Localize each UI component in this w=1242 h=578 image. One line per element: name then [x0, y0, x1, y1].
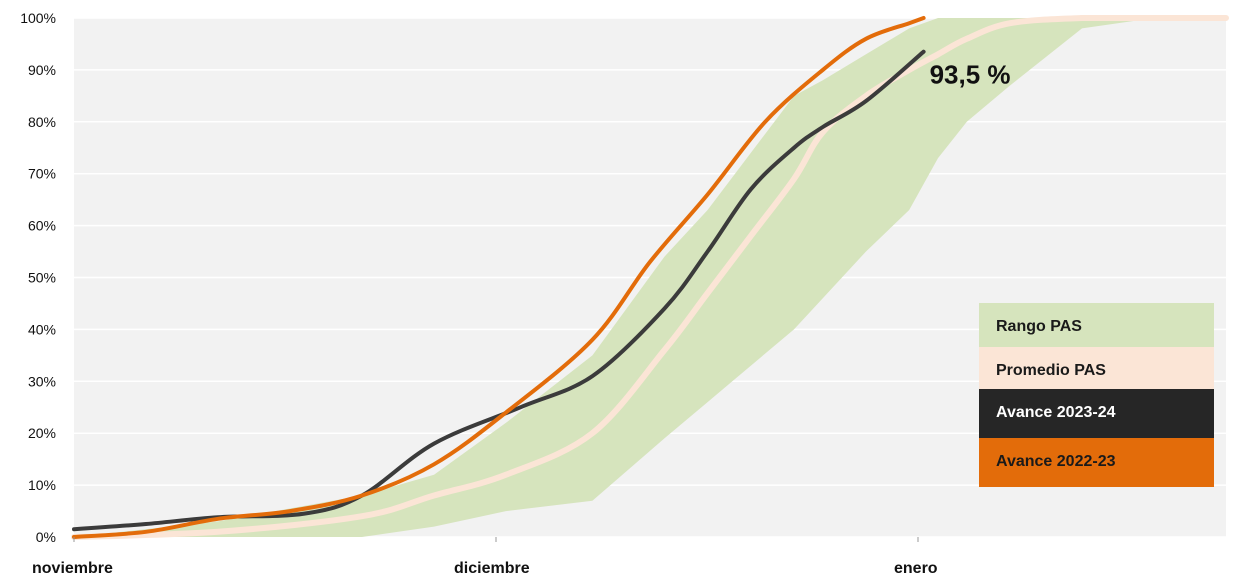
legend-swatch: [979, 438, 1214, 487]
range-band: [74, 18, 1226, 537]
legend-swatch: [979, 389, 1214, 438]
y-tick-label: 0%: [36, 529, 56, 545]
y-tick-label: 60%: [28, 218, 56, 234]
y-tick-label: 50%: [28, 270, 56, 286]
y-tick-label: 30%: [28, 373, 56, 389]
y-tick-label: 70%: [28, 166, 56, 182]
legend-item: Rango PAS: [979, 303, 1214, 347]
legend-label: Rango PAS: [996, 318, 1082, 335]
y-tick-label: 80%: [28, 114, 56, 130]
x-tick-label: enero: [894, 560, 938, 577]
annotation-last-value: 93,5 %: [930, 60, 1011, 90]
y-tick-label: 20%: [28, 425, 56, 441]
x-tick-label: noviembre: [32, 560, 113, 577]
legend-label: Avance 2023-24: [996, 404, 1116, 421]
legend-swatch: [979, 303, 1214, 347]
legend-item: Avance 2023-24: [979, 389, 1214, 438]
series-line-promedio-pas: [71, 14, 1229, 540]
series-line-avance-2022-23: [72, 16, 926, 539]
y-tick-label: 100%: [20, 10, 56, 26]
y-tick-label: 10%: [28, 477, 56, 493]
legend-swatch: [979, 347, 1214, 391]
x-tick-label: diciembre: [454, 560, 530, 577]
legend-label: Promedio PAS: [996, 362, 1106, 379]
legend-item: Promedio PAS: [979, 347, 1214, 391]
y-tick-label: 40%: [28, 321, 56, 337]
y-tick-label: 90%: [28, 62, 56, 78]
legend-item: Avance 2022-23: [979, 438, 1214, 487]
legend-label: Avance 2022-23: [996, 453, 1116, 470]
